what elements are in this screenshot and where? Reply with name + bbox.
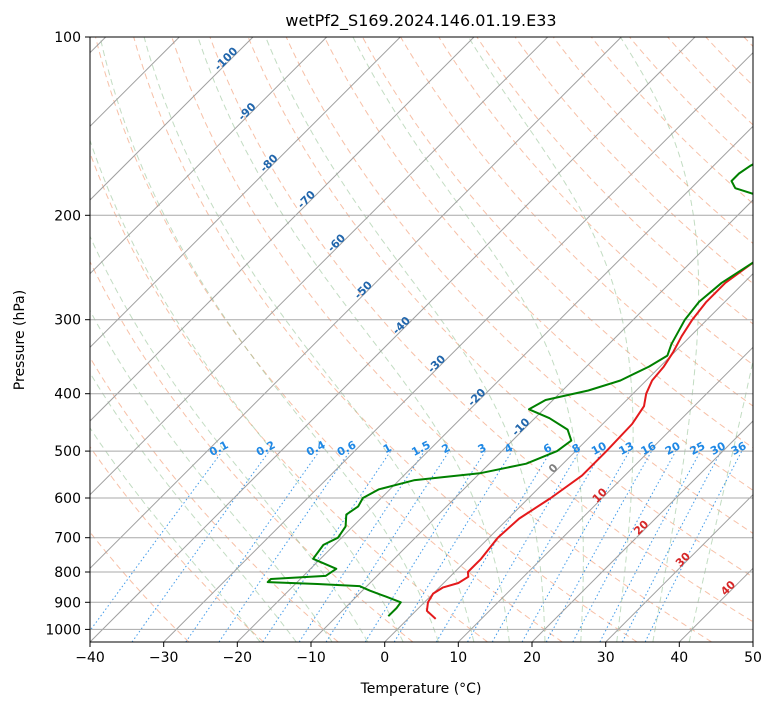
chart-title: wetPf2_S169.2024.146.01.19.E33 xyxy=(285,11,556,31)
y-tick-label: 900 xyxy=(54,595,81,611)
y-tick-label: 100 xyxy=(54,30,81,46)
y-tick-label: 200 xyxy=(54,208,81,224)
x-tick-label: 40 xyxy=(670,650,688,666)
y-axis-label: Pressure (hPa) xyxy=(12,290,28,390)
x-tick-label: −10 xyxy=(296,650,326,666)
x-tick-label: 0 xyxy=(380,650,389,666)
x-tick-label: 30 xyxy=(597,650,615,666)
y-tick-label: 600 xyxy=(54,491,81,507)
y-tick-label: 1000 xyxy=(45,622,81,638)
y-tick-label: 400 xyxy=(54,387,81,403)
x-tick-label: 10 xyxy=(449,650,467,666)
y-tick-label: 500 xyxy=(54,444,81,460)
x-tick-label: −20 xyxy=(223,650,253,666)
y-tick-label: 800 xyxy=(54,565,81,581)
x-tick-label: 50 xyxy=(744,650,762,666)
y-tick-label: 700 xyxy=(54,531,81,547)
y-tick-label: 300 xyxy=(54,313,81,329)
x-axis-label: Temperature (°C) xyxy=(360,681,482,697)
x-tick-label: 20 xyxy=(523,650,541,666)
x-tick-label: −30 xyxy=(149,650,179,666)
x-tick-label: −40 xyxy=(75,650,105,666)
